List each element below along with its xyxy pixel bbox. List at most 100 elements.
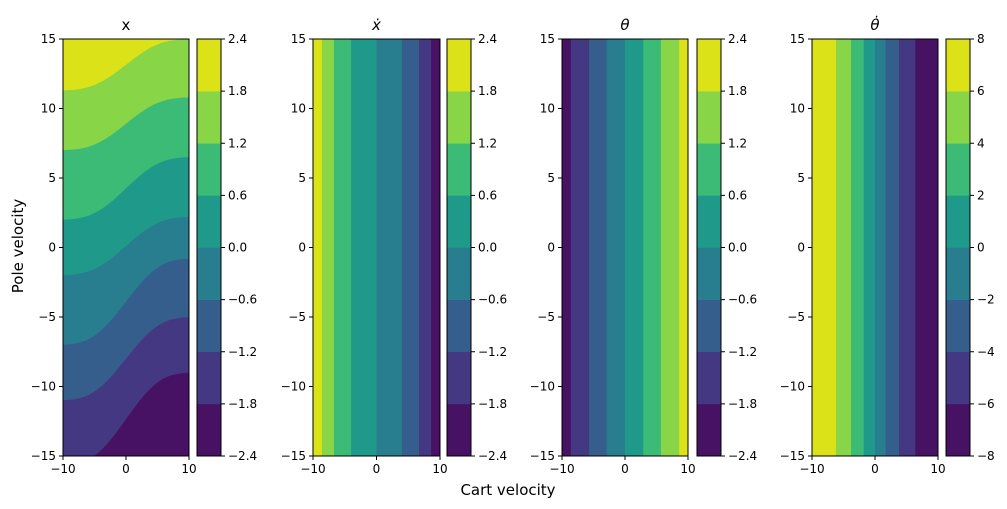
- colorbar-segment: [197, 299, 221, 353]
- colorbar-tick-label: −1.8: [228, 397, 257, 411]
- contour-band: [643, 39, 662, 456]
- y-tick-label: −5: [38, 310, 56, 324]
- colorbar-tick-label: −8: [977, 449, 995, 463]
- colorbar: −2.4 −1.8 −1.2 −0.6 0.0 0.6 1.2 1.8 2.4: [446, 32, 507, 463]
- y-tick-label: −15: [31, 449, 56, 463]
- contour-band: [570, 39, 590, 456]
- contour-band: [679, 39, 689, 456]
- y-tick-label: −5: [537, 310, 555, 324]
- y-tick-label: 0: [48, 241, 56, 255]
- colorbar-segment: [697, 299, 721, 353]
- x-tick-label: −10: [799, 462, 824, 476]
- colorbar-segment: [447, 299, 471, 353]
- contour-band: [313, 39, 323, 456]
- colorbar-tick-label: −1.2: [478, 345, 507, 359]
- colorbar-tick-label: 0: [977, 241, 985, 255]
- colorbar-tick-label: 0.6: [478, 188, 497, 202]
- contour-band: [333, 39, 352, 456]
- x-tick-label: −10: [50, 462, 75, 476]
- panel-1: −10 0 10−15−10−5051015x−2.4−1.8−1.2−0.60.0…: [31, 16, 257, 476]
- colorbar-tick-label: 2.4: [478, 32, 497, 46]
- colorbar-tick-label: 0.6: [728, 188, 747, 202]
- x-tick-label: −10: [300, 462, 325, 476]
- colorbar-tick-label: 1.2: [728, 136, 747, 150]
- colorbar-segment: [447, 195, 471, 248]
- colorbar-tick-label: 2.4: [728, 32, 747, 46]
- panels: −10 0 10−15−10−5051015x−2.4−1.8−1.2−0.60.0…: [31, 15, 995, 476]
- y-tick-label: 5: [797, 171, 805, 185]
- contour-band: [321, 39, 335, 456]
- colorbar-segment: [946, 351, 970, 405]
- colorbar-tick-label: 0.6: [228, 188, 247, 202]
- y-tick-label: 0: [298, 241, 306, 255]
- y-tick-label: −10: [281, 380, 306, 394]
- colorbar-segment: [946, 91, 970, 144]
- x-tick-label: 0: [373, 462, 381, 476]
- colorbar-tick-label: 2: [977, 188, 985, 202]
- y-tick-label: 10: [291, 102, 306, 116]
- colorbar-tick-label: −0.6: [478, 293, 507, 307]
- colorbar-tick-label: −2.4: [478, 449, 507, 463]
- colorbar-segment: [697, 403, 721, 457]
- contour-plot: [812, 39, 939, 456]
- colorbar-tick-label: −2.4: [728, 449, 757, 463]
- colorbar-tick-label: −1.8: [478, 397, 507, 411]
- colorbar: −2.4 −1.8 −1.2 −0.6 0.0 0.6 1.2 1.8 2.4: [196, 32, 257, 463]
- colorbar-tick-label: 0.0: [228, 241, 247, 255]
- contour-band: [885, 39, 900, 456]
- contour-band: [851, 39, 865, 456]
- colorbar-segment: [697, 247, 721, 300]
- y-tick-label: 15: [41, 32, 56, 46]
- contour-band: [419, 39, 432, 456]
- y-tick-label: 5: [48, 171, 56, 185]
- colorbar-tick-label: 1.2: [478, 136, 497, 150]
- x-tick-label: 0: [122, 462, 130, 476]
- y-tick-label: 10: [540, 102, 555, 116]
- colorbar-segment: [946, 403, 970, 457]
- contour-band: [863, 39, 876, 456]
- colorbar-tick-label: 1.8: [478, 84, 497, 98]
- y-tick-label: 0: [797, 241, 805, 255]
- contour-band: [875, 39, 887, 456]
- contour-bands: [63, 39, 189, 456]
- panel-3: −10 0 10−15−10−5051015θ−2.4−1.8−1.2−0.60.0…: [530, 16, 757, 476]
- contour-band: [401, 39, 420, 456]
- colorbar-segment: [447, 403, 471, 457]
- contour-band: [660, 39, 680, 456]
- panel-title: θ̇: [870, 15, 879, 34]
- y-axis-label: Pole velocity: [9, 199, 27, 294]
- colorbar-segment: [197, 247, 221, 300]
- colorbar-segment: [697, 195, 721, 248]
- y-tick-label: 0: [547, 241, 555, 255]
- colorbar-segment: [197, 195, 221, 248]
- colorbar-tick-label: 1.8: [228, 84, 247, 98]
- contour-band: [898, 39, 916, 456]
- contour-band: [625, 39, 644, 456]
- colorbar-segment: [946, 39, 970, 92]
- colorbar-tick-label: 1.2: [228, 136, 247, 150]
- colorbar-segment: [946, 143, 970, 196]
- colorbar-segment: [197, 403, 221, 457]
- colorbar-segment: [946, 247, 970, 300]
- panel-title: ẋ: [371, 16, 381, 34]
- colorbar-tick-label: 6: [977, 84, 985, 98]
- panel-2: −10 0 10−15−10−5051015ẋ−2.4−1.8−1.2−0.60.0…: [281, 16, 507, 476]
- colorbar-segment: [447, 351, 471, 405]
- colorbar-tick-label: −1.2: [728, 345, 757, 359]
- contour-band: [589, 39, 608, 456]
- y-tick-label: 5: [298, 171, 306, 185]
- colorbar-segment: [946, 195, 970, 248]
- colorbar-tick-label: −2.4: [228, 449, 257, 463]
- y-tick-label: 15: [790, 32, 805, 46]
- colorbar-segment: [197, 91, 221, 144]
- y-tick-label: −10: [530, 380, 555, 394]
- colorbar-tick-label: −0.6: [728, 293, 757, 307]
- contour-band: [812, 39, 837, 456]
- x-tick-label: 10: [680, 462, 695, 476]
- colorbar-tick-label: 1.8: [728, 84, 747, 98]
- y-tick-label: −5: [288, 310, 306, 324]
- panel-title: x: [122, 16, 131, 34]
- colorbar-segment: [697, 39, 721, 92]
- colorbar-segment: [197, 143, 221, 196]
- x-tick-label: 0: [621, 462, 629, 476]
